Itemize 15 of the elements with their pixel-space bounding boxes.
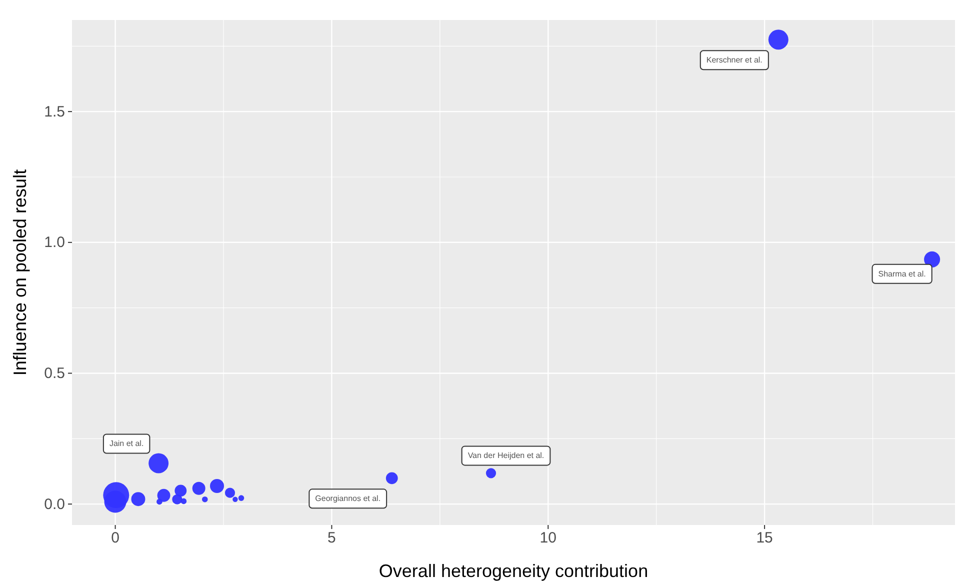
x-tick-label: 15 bbox=[756, 530, 773, 547]
x-axis-title: Overall heterogeneity contribution bbox=[378, 561, 648, 581]
annotation: Jain et al. bbox=[109, 439, 144, 448]
y-axis-title: Influence on pooled result bbox=[10, 169, 30, 376]
y-tick-label: 0.5 bbox=[44, 365, 65, 382]
annotation: Kerschner et al. bbox=[706, 56, 762, 65]
annotation: Sharma et al. bbox=[878, 269, 926, 278]
y-tick-label: 1.0 bbox=[44, 234, 65, 252]
x-tick-label: 10 bbox=[540, 530, 556, 547]
x-tick-label: 5 bbox=[328, 530, 336, 547]
y-tick-label: 0.0 bbox=[44, 496, 65, 513]
x-tick-label: 0 bbox=[111, 530, 120, 547]
annotation: Georgiannos et al. bbox=[315, 494, 381, 504]
y-tick-label: 1.5 bbox=[44, 103, 65, 120]
annotation: Van der Heijden et al. bbox=[468, 451, 544, 460]
